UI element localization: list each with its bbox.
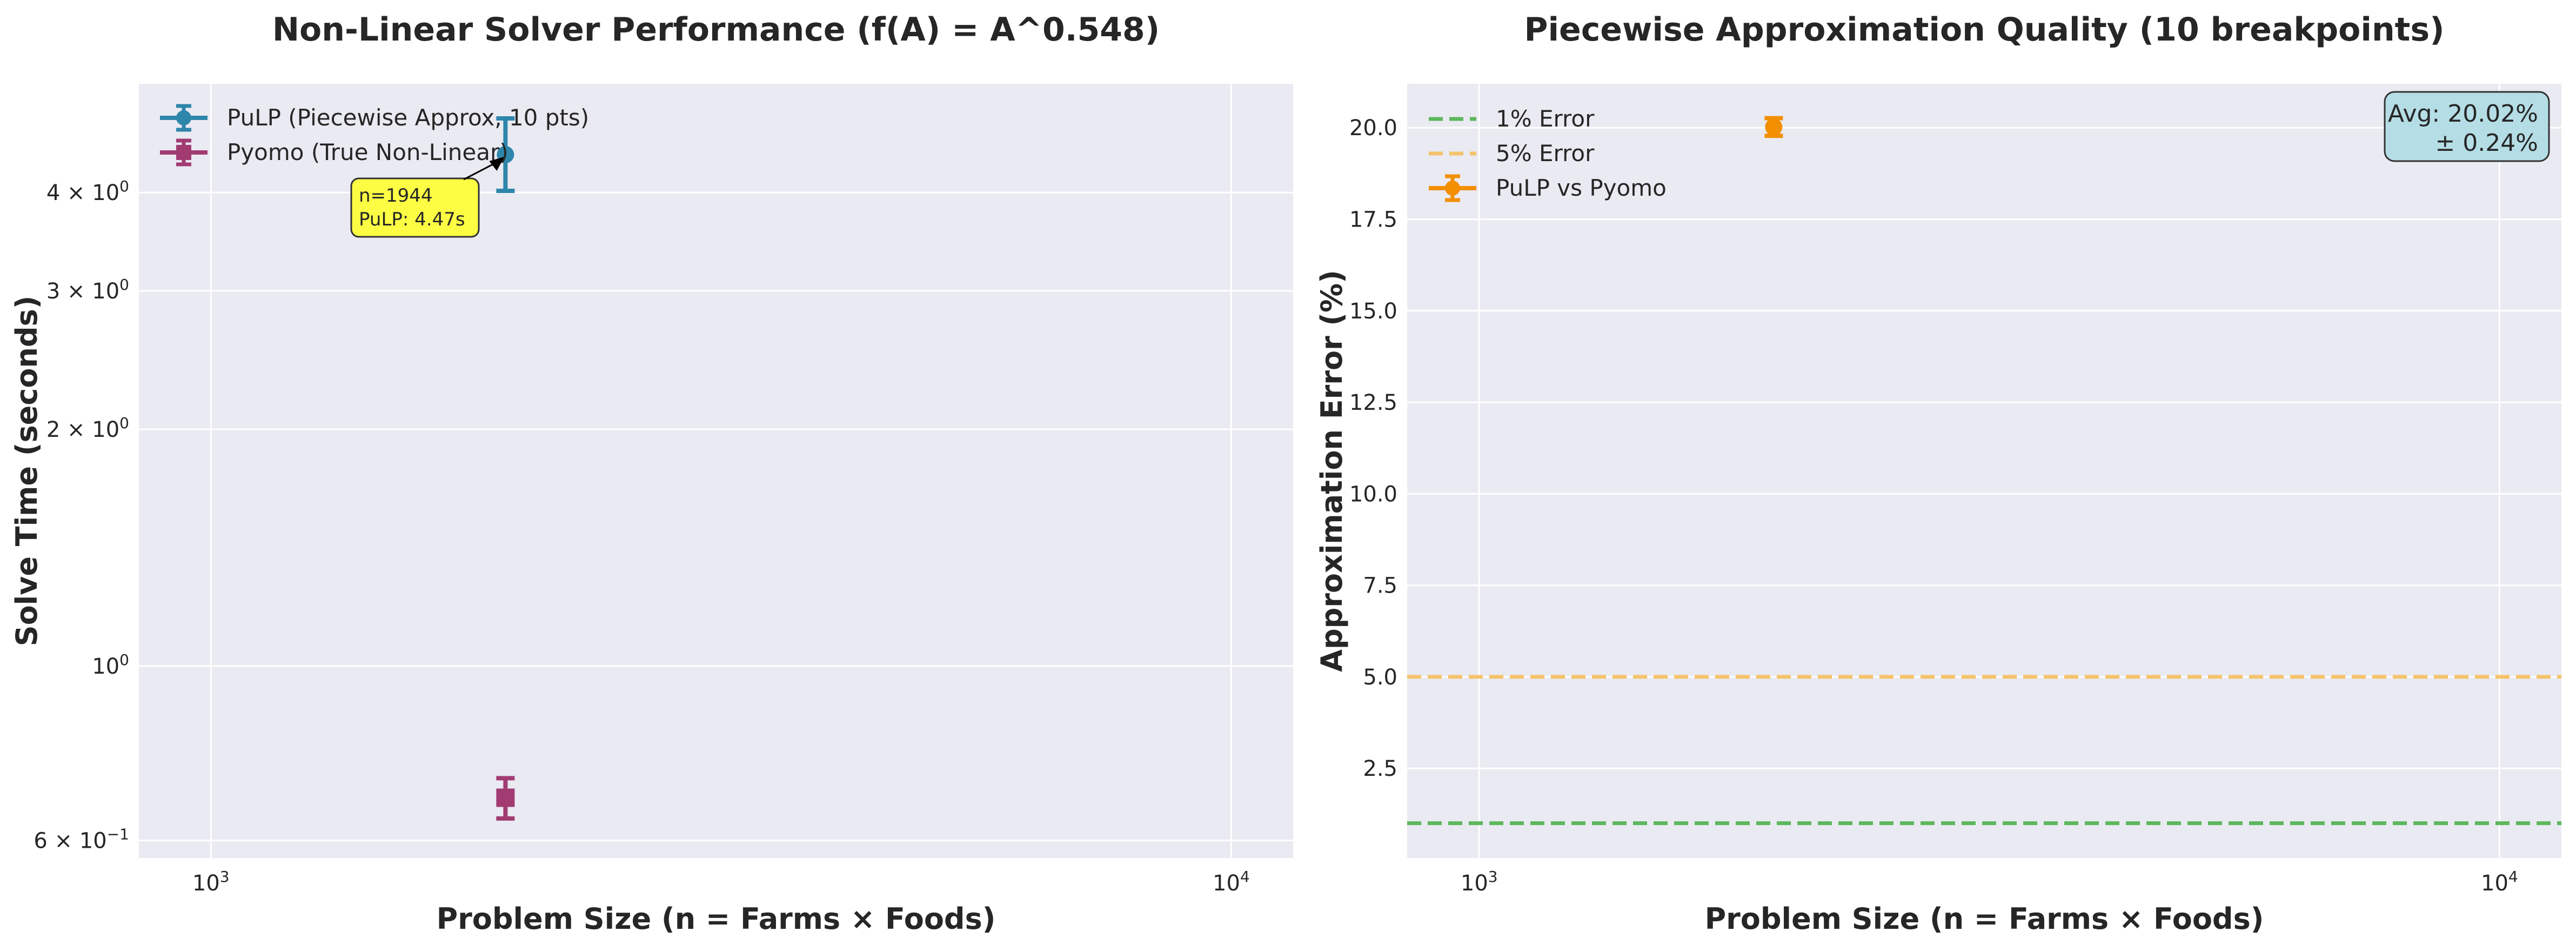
average-error-box: Avg: 20.02%± 0.24% — [2384, 91, 2550, 162]
left-y-tick-label: 3 × 100 — [46, 276, 129, 304]
right-legend[interactable]: 1% Error 5% Error PuLP vs Pyomo — [1429, 105, 1667, 202]
right-x-axis-label: Problem Size (n = Farms × Foods) — [1705, 902, 2264, 936]
right-y-tick-label: 20.0 — [1349, 116, 1397, 141]
legend-left-0-label: PuLP (Piecewise Approx, 10 pts) — [227, 104, 589, 131]
right-series-point-marker — [1765, 118, 1783, 136]
left-legend[interactable]: PuLP (Piecewise Approx, 10 pts) Pyomo (Tr… — [160, 104, 589, 167]
average-error-box-bg — [2384, 91, 2550, 162]
right-marks — [1407, 116, 2561, 826]
left-chart-title: Non-Linear Solver Performance (f(A) = A^… — [272, 11, 1160, 49]
right-y-tick-label: 17.5 — [1349, 208, 1397, 232]
legend-right-ref-0-label: 1% Error — [1496, 105, 1595, 132]
right-y-tick-label: 10.0 — [1349, 482, 1397, 507]
left-x-tick-label: 103 — [192, 868, 230, 896]
annotation-line: n=1944 — [359, 185, 433, 207]
left-y-axis-label: Solve Time (seconds) — [10, 296, 44, 647]
right-x-tick-label: 103 — [1461, 868, 1498, 896]
left-ticks: 103 104 6 × 10−1 100 2 × 100 3 × 100 4 × 100 — [34, 177, 1249, 896]
average-error-line: ± 0.24% — [2435, 129, 2538, 157]
left-y-tick-label: 100 — [92, 651, 129, 679]
annotation-arrow-head — [489, 156, 505, 171]
legend-right-series-label: PuLP vs Pyomo — [1496, 175, 1667, 201]
left-panel: 103 104 6 × 10−1 100 2 × 100 3 × 100 4 × 100 n… — [10, 11, 1293, 936]
left-series-1-point-marker — [496, 788, 515, 807]
legend-right-ref-1-label: 5% Error — [1496, 140, 1595, 167]
left-y-tick-label: 4 × 100 — [46, 177, 129, 205]
legend-left-1-label: Pyomo (True Non-Linear) — [227, 139, 508, 165]
left-x-axis-label: Problem Size (n = Farms × Foods) — [437, 902, 996, 936]
left-y-tick-label: 6 × 10−1 — [34, 826, 129, 854]
legend-right-series-swatch-marker — [1445, 181, 1460, 196]
left-x-tick-label: 104 — [1213, 868, 1250, 896]
annotation-line: PuLP: 4.47s — [359, 209, 465, 230]
right-ticks: 103 104 2.5 5.0 7.5 10.0 12.5 15.0 17.5 20.0 — [1349, 116, 2518, 896]
left-y-tick-label: 2 × 100 — [46, 414, 129, 442]
left-grid — [139, 84, 1293, 858]
right-y-tick-label: 12.5 — [1349, 390, 1397, 415]
average-error-line: Avg: 20.02% — [2388, 100, 2538, 128]
right-plot-area — [1407, 84, 2561, 858]
right-chart-title: Piecewise Approximation Quality (10 brea… — [1524, 11, 2445, 49]
right-y-tick-label: 7.5 — [1363, 574, 1397, 598]
right-y-tick-label: 2.5 — [1363, 756, 1397, 781]
right-x-tick-label: 104 — [2481, 868, 2518, 896]
right-panel: 103 104 2.5 5.0 7.5 10.0 12.5 15.0 17.5 20.0 1% E… — [1315, 11, 2561, 936]
annotation-box — [350, 177, 480, 238]
left-plot-area — [139, 84, 1293, 858]
legend-left-1-swatch-marker — [176, 145, 191, 160]
right-y-tick-label: 15.0 — [1349, 299, 1397, 324]
right-y-tick-label: 5.0 — [1363, 665, 1397, 690]
right-y-axis-label: Approximation Error (%) — [1315, 270, 1349, 672]
legend-left-0-swatch-marker — [176, 110, 191, 125]
